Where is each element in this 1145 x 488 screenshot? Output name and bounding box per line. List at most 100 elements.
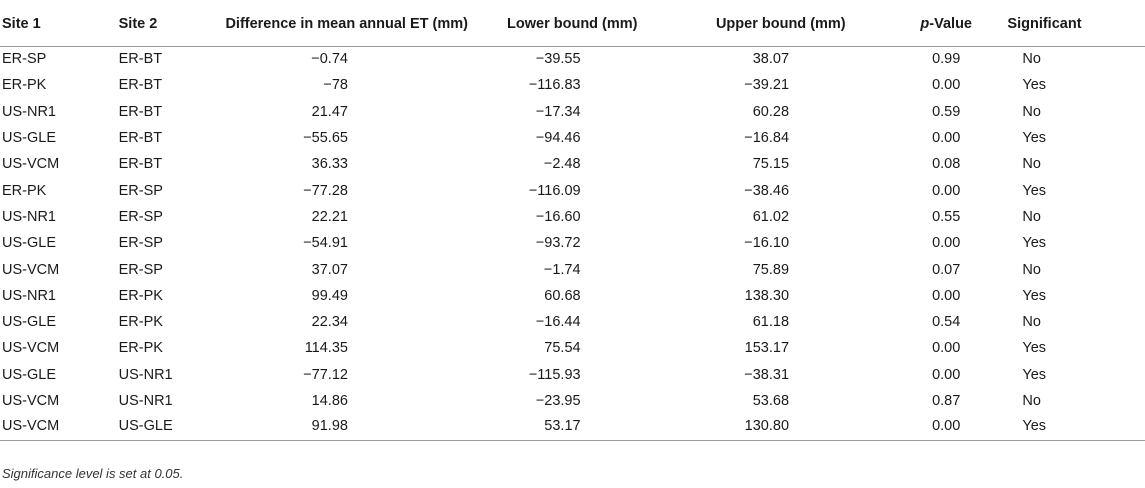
cell-lower-bound: −93.72: [535, 235, 581, 252]
cell-p-value: 0.00: [932, 366, 961, 383]
table-row: US-NR1 ER-SP 22.21 −16.60 61.02 0.55 No: [0, 204, 1145, 230]
cell-upper-bound: 130.80: [676, 414, 886, 441]
cell-p-value: 0.00: [932, 340, 961, 357]
cell-lower-bound: −116.83: [528, 77, 581, 94]
cell-difference: 114.35: [304, 340, 348, 357]
table-row: ER-SP ER-BT −0.74 −39.55 38.07 0.99 No: [0, 46, 1145, 72]
cell-site2: ER-PK: [118, 314, 163, 331]
cell-site1: US-VCM: [2, 261, 60, 278]
table-row: ER-PK ER-BT −78 −116.83 −39.21 0.00 Yes: [0, 72, 1145, 98]
cell-lower-bound: −116.09: [528, 182, 581, 199]
table-row: US-VCM US-GLE 91.98 53.17 130.80 0.00 Yes: [0, 414, 1145, 441]
cell-difference: 36.33: [311, 156, 348, 173]
cell-upper-bound: −38.46: [744, 182, 790, 199]
cell-significant: No: [1022, 103, 1041, 120]
cell-upper-bound: 60.28: [752, 103, 790, 120]
cell-difference: 22.34: [311, 314, 348, 331]
header-upper-bound: Upper bound (mm): [676, 6, 886, 47]
cell-upper-bound: 38.07: [752, 51, 790, 68]
table-footnote: Significance level is set at 0.05.: [2, 466, 184, 481]
cell-site1: ER-PK: [2, 182, 47, 199]
cell-significant: No: [1022, 393, 1041, 409]
table-body: ER-SP ER-BT −0.74 −39.55 38.07 0.99 No ER-PK ER-…: [0, 46, 1145, 441]
cell-site2: ER-BT: [118, 130, 163, 147]
cell-p-value: 0.00: [932, 77, 961, 94]
cell-significant: No: [1022, 208, 1041, 225]
cell-site2: ER-BT: [118, 103, 163, 120]
cell-site1: US-GLE: [2, 314, 56, 331]
cell-significant: Yes: [1007, 414, 1145, 441]
cell-p-value: 0.00: [885, 414, 1008, 441]
cell-p-value: 0.99: [932, 51, 961, 68]
cell-difference: 21.47: [311, 103, 348, 120]
cell-lower-bound: 60.68: [544, 287, 581, 304]
cell-site1: US-VCM: [0, 414, 119, 441]
cell-site1: US-GLE: [2, 235, 56, 252]
cell-difference: −0.74: [311, 51, 348, 68]
cell-site1: US-VCM: [2, 156, 60, 173]
header-p-rest: -Value: [929, 15, 972, 32]
header-p-value: p-Value: [885, 6, 1008, 47]
cell-significant: Yes: [1022, 182, 1047, 199]
cell-site2: US-GLE: [118, 414, 226, 441]
header-row: Site 1 Site 2 Difference in mean annual …: [0, 6, 1145, 47]
cell-upper-bound: 75.89: [752, 261, 790, 278]
cell-upper-bound: −16.10: [744, 235, 790, 252]
header-p-italic: p: [920, 15, 930, 32]
table-row: US-VCM ER-BT 36.33 −2.48 75.15 0.08 No: [0, 151, 1145, 177]
cell-upper-bound: −38.31: [744, 366, 790, 383]
cell-site1: US-VCM: [2, 340, 60, 357]
cell-upper-bound: −39.21: [744, 77, 790, 94]
cell-upper-bound: 53.68: [752, 393, 790, 409]
cell-lower-bound: −94.46: [535, 130, 581, 147]
table-row: US-GLE ER-SP −54.91 −93.72 −16.10 0.00 Yes: [0, 230, 1145, 256]
cell-upper-bound: 61.02: [752, 208, 790, 225]
cell-difference: 14.86: [311, 393, 348, 409]
table-row: ER-PK ER-SP −77.28 −116.09 −38.46 0.00 Yes: [0, 177, 1145, 203]
cell-difference: 22.21: [311, 208, 348, 225]
cell-lower-bound: −39.55: [535, 51, 581, 68]
cell-site2: ER-SP: [118, 261, 163, 278]
cell-site2: ER-SP: [118, 235, 163, 252]
cell-p-value: 0.00: [932, 130, 961, 147]
cell-lower-bound: −1.74: [543, 261, 581, 278]
cell-site1: US-GLE: [2, 130, 56, 147]
cell-upper-bound: −16.84: [744, 130, 790, 147]
cell-lower-bound: 75.54: [544, 340, 581, 357]
cell-significant: Yes: [1022, 235, 1047, 252]
cell-site1: ER-SP: [2, 51, 47, 68]
cell-p-value: 0.00: [932, 182, 961, 199]
cell-difference: −77.28: [303, 182, 348, 199]
cell-significant: No: [1022, 51, 1041, 68]
table-row: US-GLE US-NR1 −77.12 −115.93 −38.31 0.00 Yes: [0, 362, 1145, 388]
cell-significant: Yes: [1022, 77, 1047, 94]
cell-upper-bound: 153.17: [744, 340, 790, 357]
cell-p-value: 0.54: [932, 314, 961, 331]
cell-lower-bound: −2.48: [543, 156, 581, 173]
header-site1: Site 1: [0, 6, 119, 47]
table-row: US-NR1 ER-PK 99.49 60.68 138.30 0.00 Yes: [0, 283, 1145, 309]
cell-lower-bound: −17.34: [535, 103, 581, 120]
cell-site1: ER-PK: [2, 77, 47, 94]
cell-lower-bound: 53.17: [467, 414, 677, 441]
cell-site1: US-NR1: [2, 103, 56, 120]
cell-significant: Yes: [1022, 130, 1047, 147]
cell-site2: ER-BT: [118, 156, 163, 173]
cell-lower-bound: −16.60: [535, 208, 581, 225]
cell-site1: US-VCM: [2, 393, 60, 409]
cell-upper-bound: 61.18: [752, 314, 790, 331]
cell-significant: Yes: [1022, 287, 1047, 304]
cell-p-value: 0.87: [932, 393, 961, 409]
cell-p-value: 0.00: [932, 287, 961, 304]
cell-difference: 99.49: [311, 287, 348, 304]
cell-difference: 91.98: [225, 414, 468, 441]
cell-significant: Yes: [1022, 340, 1047, 357]
cell-p-value: 0.07: [932, 261, 961, 278]
cell-difference: 37.07: [311, 261, 348, 278]
cell-site2: ER-PK: [118, 340, 163, 357]
cell-p-value: 0.08: [932, 156, 961, 173]
header-site2: Site 2: [118, 6, 226, 47]
cell-lower-bound: −23.95: [535, 393, 581, 409]
cell-lower-bound: −16.44: [535, 314, 581, 331]
cell-difference: −54.91: [303, 235, 348, 252]
